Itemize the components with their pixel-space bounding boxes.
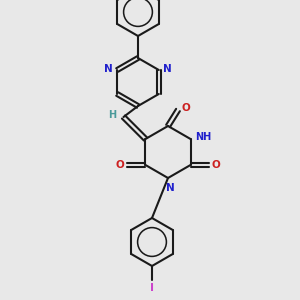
Text: I: I: [150, 283, 154, 293]
Text: H: H: [108, 110, 116, 120]
Text: NH: NH: [196, 132, 212, 142]
Text: O: O: [212, 160, 220, 170]
Text: O: O: [116, 160, 124, 170]
Text: N: N: [104, 64, 113, 74]
Text: O: O: [181, 103, 190, 113]
Text: N: N: [163, 64, 172, 74]
Text: N: N: [166, 183, 174, 193]
